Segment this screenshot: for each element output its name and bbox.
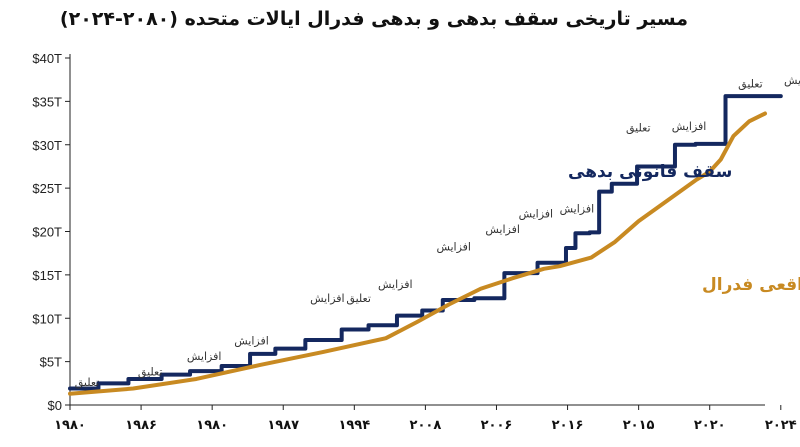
y-tick-label: $25T <box>32 181 62 196</box>
step-annotation: افزایش <box>436 241 471 254</box>
y-tick-label: $35T <box>32 94 62 109</box>
step-annotation: تعلیق <box>738 77 763 91</box>
data-point-1 <box>258 363 261 367</box>
step-annotation: افزایش <box>784 74 800 87</box>
step-annotation: افزایش <box>560 202 595 215</box>
data-point-0 <box>220 364 223 368</box>
data-point-1 <box>542 267 546 271</box>
chart-axes: $0 $5T $10T $15T $20T $25T $30T $35T $40T ۱۹۸۰ ۱۹۸… <box>32 51 796 433</box>
data-point-0 <box>564 246 568 250</box>
x-tick-label: ۲۰۲۰ <box>694 418 726 433</box>
data-point-0 <box>188 369 192 373</box>
data-point-1 <box>613 240 617 244</box>
step-annotation: افزایش <box>485 223 520 236</box>
data-point-0 <box>503 271 506 275</box>
data-point-1 <box>416 320 419 323</box>
data-point-0 <box>97 382 100 385</box>
step-annotation: تعلیق <box>346 292 371 306</box>
data-point-0 <box>635 165 639 168</box>
data-point-1 <box>195 377 198 381</box>
y-tick-label: $20T <box>32 225 62 240</box>
step-annotation: تعلیق <box>626 122 651 136</box>
data-point-0 <box>248 352 252 356</box>
x-tick-label: ۲۰۰۸ <box>410 418 442 433</box>
step-annotation: افزایش <box>672 120 707 133</box>
data-point-0 <box>610 182 613 185</box>
y-tick-label: $10T <box>32 311 62 326</box>
data-point-0 <box>421 309 424 312</box>
data-point-1 <box>694 179 697 182</box>
x-tick-label: ۱۹۸۶ <box>125 418 157 433</box>
data-point-0 <box>574 232 577 235</box>
data-point-0 <box>760 94 764 98</box>
data-point-1 <box>590 256 593 259</box>
data-point-0 <box>555 261 558 264</box>
data-point-0 <box>536 261 539 264</box>
data-point-1 <box>748 120 751 123</box>
data-point-0 <box>274 347 277 350</box>
x-tick-label: ۱۹۸۰ <box>196 418 228 433</box>
data-point-0 <box>724 94 727 98</box>
step-annotation: افزایش <box>519 208 554 221</box>
y-tick-label: $40T <box>32 51 62 66</box>
data-point-0 <box>473 297 476 300</box>
y-tick-label: $30T <box>32 138 62 153</box>
data-point-1 <box>384 337 388 340</box>
x-tick-label: ۱۹۸۰ <box>54 418 86 433</box>
series-line-1 <box>68 111 767 396</box>
data-point-1 <box>719 158 722 161</box>
x-tick-label: ۲۰۰۶ <box>481 418 513 433</box>
step-annotation: افزایش <box>310 292 345 305</box>
data-point-0 <box>367 323 370 327</box>
x-tick-label: ۱۹۹۴ <box>338 418 370 433</box>
step-annotation: افزایش <box>234 334 269 347</box>
data-point-1 <box>732 134 735 138</box>
data-point-1 <box>131 387 135 390</box>
data-point-0 <box>68 387 72 390</box>
step-annotation: تعلیق <box>138 366 163 380</box>
data-point-1 <box>68 392 72 395</box>
data-point-1 <box>511 277 514 280</box>
chart-title: مسیر تاریخی سقف بدهی و بدهی فدرال ایالات… <box>59 8 688 30</box>
series-label: سقف قانونی بدهی <box>568 162 732 182</box>
series-label: بدهی واقعی فدرال <box>702 275 800 295</box>
x-tick-label: ۲۰۱۶ <box>552 418 584 433</box>
data-point-0 <box>673 143 677 146</box>
data-point-1 <box>479 287 482 290</box>
data-point-0 <box>588 231 591 234</box>
step-annotation: تعلیق <box>75 376 100 390</box>
chart-series-group <box>68 94 783 396</box>
data-point-0 <box>597 190 601 193</box>
y-tick-label: $5T <box>40 355 62 370</box>
data-point-0 <box>160 373 163 376</box>
data-point-1 <box>708 170 711 173</box>
chart-series-labels: سقف قانونی بدهی بدهی واقعی فدرال <box>568 162 800 295</box>
step-annotation: افزایش <box>187 350 222 363</box>
series-line-0 <box>68 94 783 391</box>
data-point-0 <box>441 298 444 302</box>
data-point-1 <box>558 265 561 268</box>
data-point-0 <box>779 94 782 98</box>
data-point-0 <box>127 377 130 381</box>
data-point-1 <box>637 219 640 223</box>
step-annotation: افزایش <box>378 278 413 291</box>
data-point-1 <box>763 112 767 115</box>
data-point-1 <box>321 350 324 354</box>
data-point-0 <box>694 142 697 146</box>
x-tick-label: ۲۰۲۴ <box>765 418 797 433</box>
y-tick-label: $0 <box>48 398 62 413</box>
x-tick-label: ۲۰۱۵ <box>623 418 655 433</box>
data-point-0 <box>304 338 307 342</box>
data-point-0 <box>340 328 343 331</box>
data-point-1 <box>447 303 451 306</box>
data-point-1 <box>669 197 672 200</box>
x-tick-label: ۱۹۸۷ <box>267 418 299 433</box>
data-point-0 <box>395 314 399 317</box>
y-tick-label: $15T <box>32 268 62 283</box>
